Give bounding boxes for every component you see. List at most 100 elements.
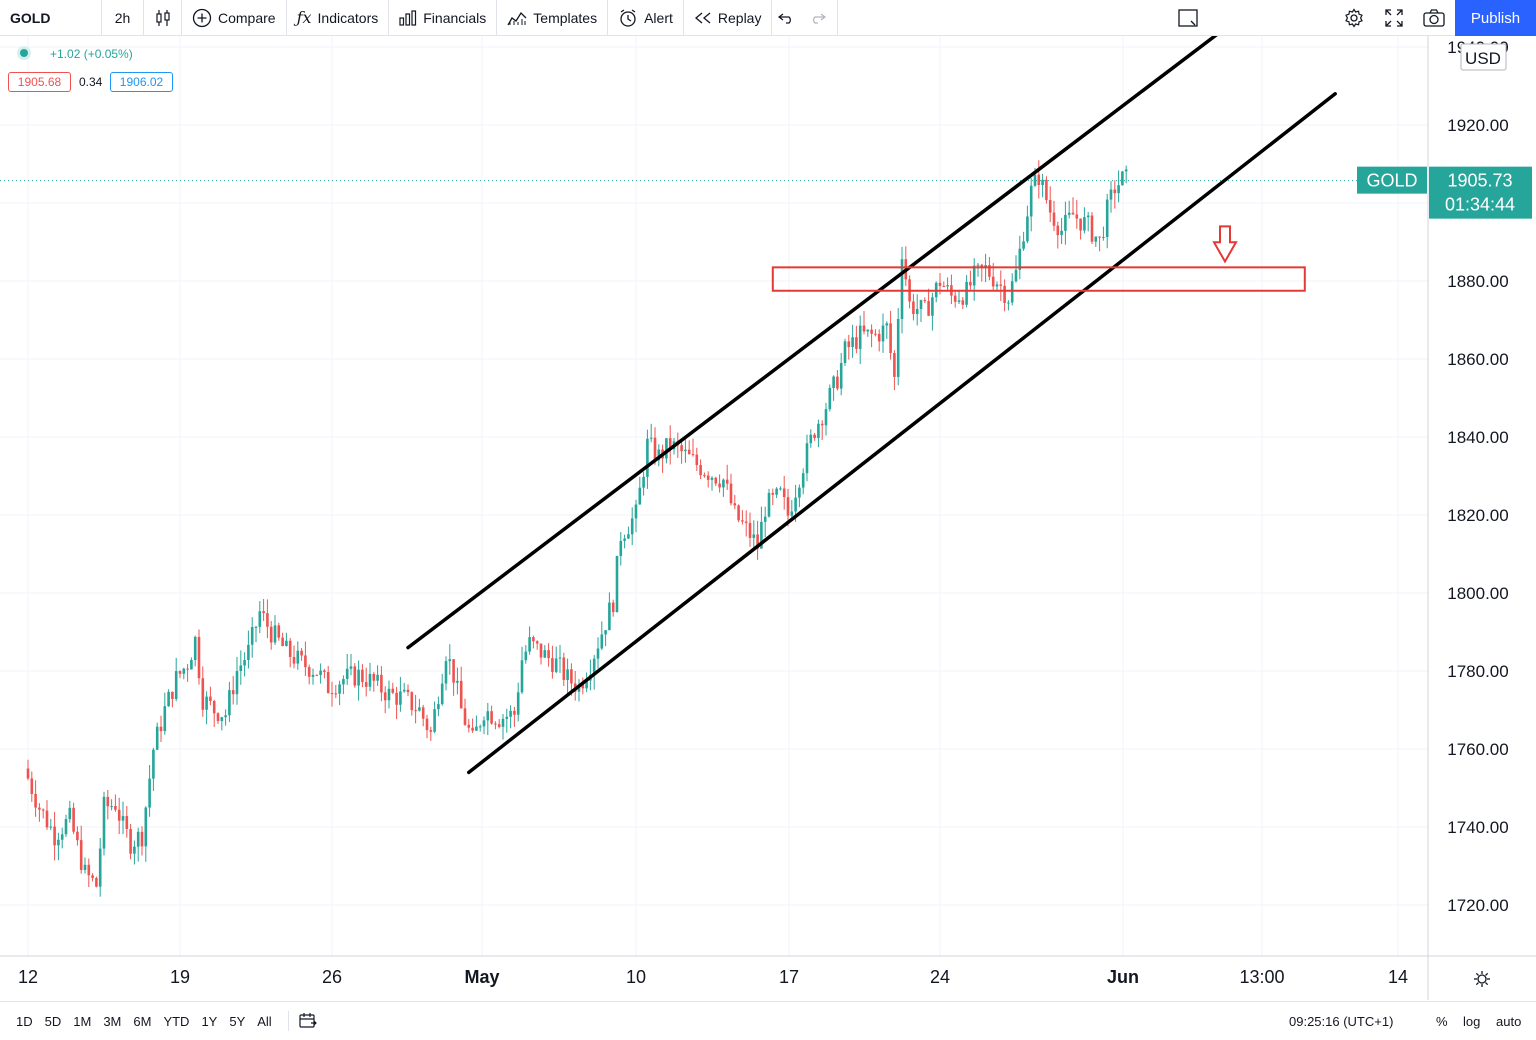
time-axis-label: 10 [626, 967, 646, 987]
candle-body [782, 488, 786, 498]
range-5y[interactable]: 5Y [229, 1013, 246, 1029]
candle-body [615, 555, 619, 613]
candle-body [619, 540, 623, 556]
symbol-price-tag-label: GOLD [1366, 171, 1417, 191]
settings-gear-icon[interactable] [1334, 0, 1374, 36]
symbol-search[interactable]: GOLD [0, 0, 102, 36]
time-axis-label: 19 [170, 967, 190, 987]
candle-body [26, 768, 30, 779]
candle-body [459, 680, 463, 709]
candle-body [858, 325, 862, 349]
percent-toggle[interactable]: % [1436, 1014, 1448, 1029]
price-axis-label: 1800.00 [1447, 584, 1508, 603]
log-toggle[interactable]: log [1463, 1014, 1481, 1029]
candle-body [136, 831, 140, 847]
candle-body [311, 674, 315, 677]
candle-body [1010, 281, 1014, 303]
date-range-icon[interactable] [299, 1013, 317, 1029]
candle-body [357, 669, 360, 686]
candle-body [1056, 225, 1060, 236]
candle-body [1075, 214, 1079, 219]
price-axis-label: 1880.00 [1447, 272, 1508, 291]
range-3m[interactable]: 3M [103, 1013, 122, 1029]
candle-body [756, 534, 759, 549]
candle-body [501, 718, 505, 727]
price-axis-label: 1820.00 [1447, 506, 1508, 525]
candle-body [1071, 212, 1075, 215]
price-chart[interactable]: 1720.00 1740.00 1760.00 1780.00 1800.00 1820.… [0, 36, 1536, 1000]
candle-body [881, 325, 885, 342]
candle-body [1113, 189, 1117, 194]
range-5d[interactable]: 5D [44, 1013, 62, 1029]
candle-body [585, 680, 588, 689]
publish-button[interactable]: Publish [1455, 0, 1536, 36]
candle-body [634, 504, 638, 519]
candle-body [535, 641, 539, 644]
candle-body [919, 300, 923, 310]
candle-body [729, 483, 733, 504]
candle-body [307, 667, 311, 677]
candle-body [30, 778, 34, 794]
compare-button[interactable]: Compare [182, 0, 287, 36]
candle-body [190, 660, 193, 670]
chart-type-button[interactable] [144, 0, 182, 36]
candle-body [623, 538, 626, 541]
financials-button[interactable]: Financials [389, 0, 498, 36]
axis-settings-icon-tooth [1475, 982, 1479, 986]
candle-body [611, 602, 615, 613]
candle-body [250, 627, 254, 645]
candle-body [1007, 302, 1010, 304]
camera-icon[interactable] [1414, 0, 1454, 36]
bar-countdown: 01:34:44 [1445, 195, 1515, 215]
candle-body [703, 475, 706, 477]
candle-body [665, 438, 668, 459]
range-ytd[interactable]: YTD [163, 1013, 190, 1029]
candle-body [961, 300, 965, 305]
candle-body [551, 658, 554, 672]
fullscreen-icon[interactable] [1374, 0, 1414, 36]
buy-price-button[interactable]: 1906.02 [110, 72, 173, 92]
candle-body [342, 678, 345, 685]
replay-button[interactable]: Replay [684, 0, 773, 36]
candle-body [786, 497, 790, 516]
indicators-button[interactable]: ƒx Indicators [287, 0, 390, 36]
candle-body [524, 651, 528, 661]
candle-body [167, 691, 170, 707]
candle-body [1083, 217, 1086, 231]
alert-button[interactable]: Alert [608, 0, 684, 36]
sell-price-button[interactable]: 1905.68 [8, 72, 71, 92]
interval-button[interactable]: 2h [102, 0, 144, 36]
candle-body [779, 488, 782, 490]
auto-toggle[interactable]: auto [1496, 1014, 1522, 1029]
candle-body [965, 281, 968, 305]
candle-body [448, 659, 452, 662]
candle-body [668, 438, 672, 450]
candle-body [209, 696, 212, 702]
candle-body [102, 796, 106, 849]
candle-body [98, 848, 102, 887]
candle-body [193, 636, 197, 661]
undo-button[interactable] [772, 0, 804, 36]
range-1y[interactable]: 1Y [201, 1013, 218, 1029]
candle-body [969, 281, 972, 286]
candle-body [915, 309, 919, 315]
candle-body [596, 648, 600, 659]
candle-body [399, 691, 402, 705]
range-1m[interactable]: 1M [73, 1013, 92, 1029]
candle-body [220, 717, 224, 722]
redo-button[interactable] [804, 0, 839, 36]
clock-time[interactable]: 09:25:16 (UTC+1) [1289, 1014, 1394, 1029]
range-1d[interactable]: 1D [16, 1013, 33, 1029]
last-price-tag [1429, 166, 1532, 219]
candle-body [851, 337, 854, 348]
range-all[interactable]: All [257, 1013, 272, 1029]
templates-button[interactable]: Templates [497, 0, 609, 36]
time-axis-label: 26 [322, 967, 342, 987]
candle-body [258, 611, 262, 627]
range-6m[interactable]: 6M [133, 1013, 152, 1029]
candle-body [83, 864, 87, 870]
alarm-clock-icon [618, 8, 638, 28]
fullscreen-layout-icon[interactable] [1168, 0, 1208, 36]
currency-box [1460, 43, 1507, 71]
candle-body [509, 710, 512, 717]
